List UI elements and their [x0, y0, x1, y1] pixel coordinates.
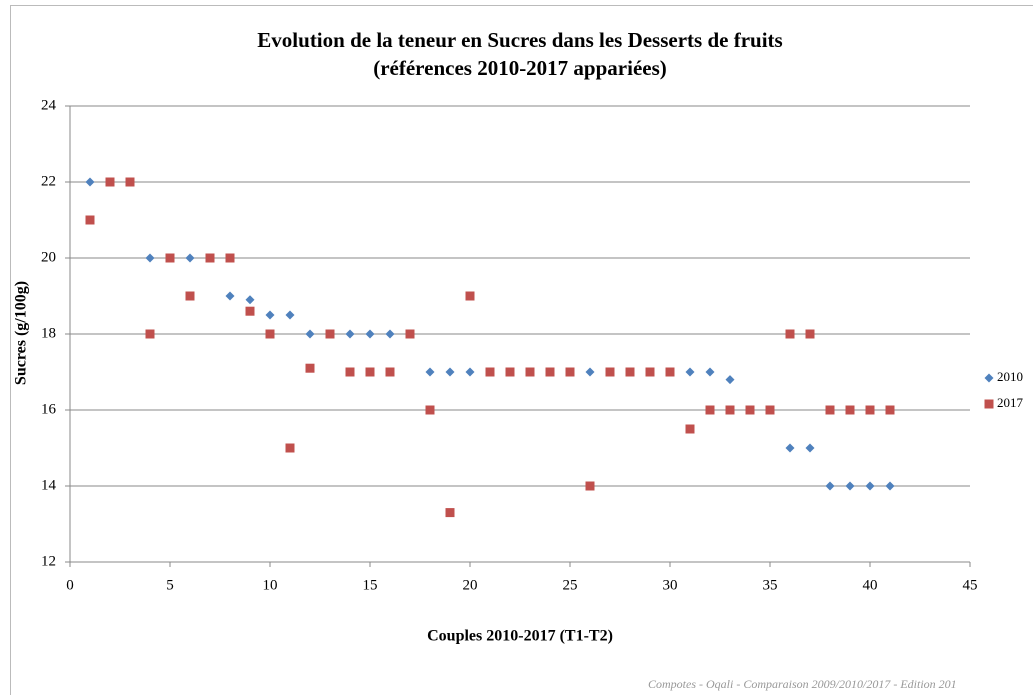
y-tick-label: 20 — [41, 249, 56, 265]
x-tick-label: 20 — [463, 577, 478, 593]
point — [185, 291, 195, 301]
point — [645, 367, 655, 377]
x-tick-label: 0 — [66, 577, 74, 593]
point — [145, 329, 155, 339]
chart-border — [10, 5, 1033, 695]
y-tick-label: 24 — [41, 97, 57, 113]
legend-label: 2017 — [997, 395, 1024, 410]
point — [85, 215, 95, 225]
y-tick-label: 16 — [41, 401, 57, 417]
point — [565, 367, 575, 377]
point — [505, 367, 515, 377]
point — [305, 329, 315, 339]
point — [425, 405, 435, 415]
point — [165, 253, 175, 263]
point — [705, 405, 715, 415]
point — [805, 329, 815, 339]
point — [825, 481, 835, 491]
y-tick-label: 18 — [41, 325, 56, 341]
x-tick-label: 45 — [963, 577, 978, 593]
x-tick-label: 25 — [563, 577, 578, 593]
x-tick-label: 10 — [263, 577, 278, 593]
point — [245, 295, 255, 305]
point — [305, 363, 315, 373]
point — [105, 177, 115, 187]
point — [745, 405, 755, 415]
point — [785, 443, 795, 453]
point — [445, 508, 455, 518]
point — [365, 367, 375, 377]
point — [85, 177, 95, 187]
point — [285, 443, 295, 453]
x-tick-label: 15 — [363, 577, 378, 593]
point — [785, 329, 795, 339]
point — [465, 291, 475, 301]
x-tick-label: 35 — [763, 577, 778, 593]
point — [445, 367, 455, 377]
point — [725, 405, 735, 415]
point — [285, 310, 295, 320]
point — [385, 367, 395, 377]
legend-label: 2010 — [997, 369, 1023, 384]
point — [345, 329, 355, 339]
point — [845, 405, 855, 415]
point — [865, 481, 875, 491]
point — [605, 367, 615, 377]
point — [425, 367, 435, 377]
point — [185, 253, 195, 263]
point — [805, 443, 815, 453]
point — [865, 405, 875, 415]
chart-subtitle: (références 2010-2017 appariées) — [373, 56, 667, 80]
point — [585, 367, 595, 377]
point — [825, 405, 835, 415]
x-tick-label: 5 — [166, 577, 174, 593]
point — [225, 291, 235, 301]
point — [765, 405, 775, 415]
y-axis-label: Sucres (g/100g) — [13, 281, 30, 385]
point — [845, 481, 855, 491]
point — [665, 367, 675, 377]
point — [265, 329, 275, 339]
legend-marker — [984, 399, 994, 409]
point — [685, 367, 695, 377]
footer: Compotes - Oqali - Comparaison 2009/2010… — [648, 677, 957, 691]
x-axis-label: Couples 2010-2017 (T1-T2) — [427, 628, 613, 645]
point — [465, 367, 475, 377]
y-tick-label: 14 — [41, 477, 57, 493]
point — [685, 424, 695, 434]
x-tick-label: 30 — [663, 577, 678, 593]
point — [365, 329, 375, 339]
point — [405, 329, 415, 339]
point — [885, 481, 895, 491]
point — [325, 329, 335, 339]
point — [245, 306, 255, 316]
point — [485, 367, 495, 377]
point — [585, 481, 595, 491]
x-tick-label: 40 — [863, 577, 878, 593]
chart-title: Evolution de la teneur en Sucres dans le… — [257, 28, 782, 52]
point — [725, 375, 735, 385]
point — [885, 405, 895, 415]
point — [625, 367, 635, 377]
point — [385, 329, 395, 339]
point — [345, 367, 355, 377]
point — [265, 310, 275, 320]
point — [145, 253, 155, 263]
point — [545, 367, 555, 377]
point — [205, 253, 215, 263]
y-tick-label: 22 — [41, 173, 56, 189]
point — [705, 367, 715, 377]
point — [125, 177, 135, 187]
legend-marker — [984, 373, 994, 383]
point — [525, 367, 535, 377]
point — [225, 253, 235, 263]
y-tick-label: 12 — [41, 553, 56, 569]
